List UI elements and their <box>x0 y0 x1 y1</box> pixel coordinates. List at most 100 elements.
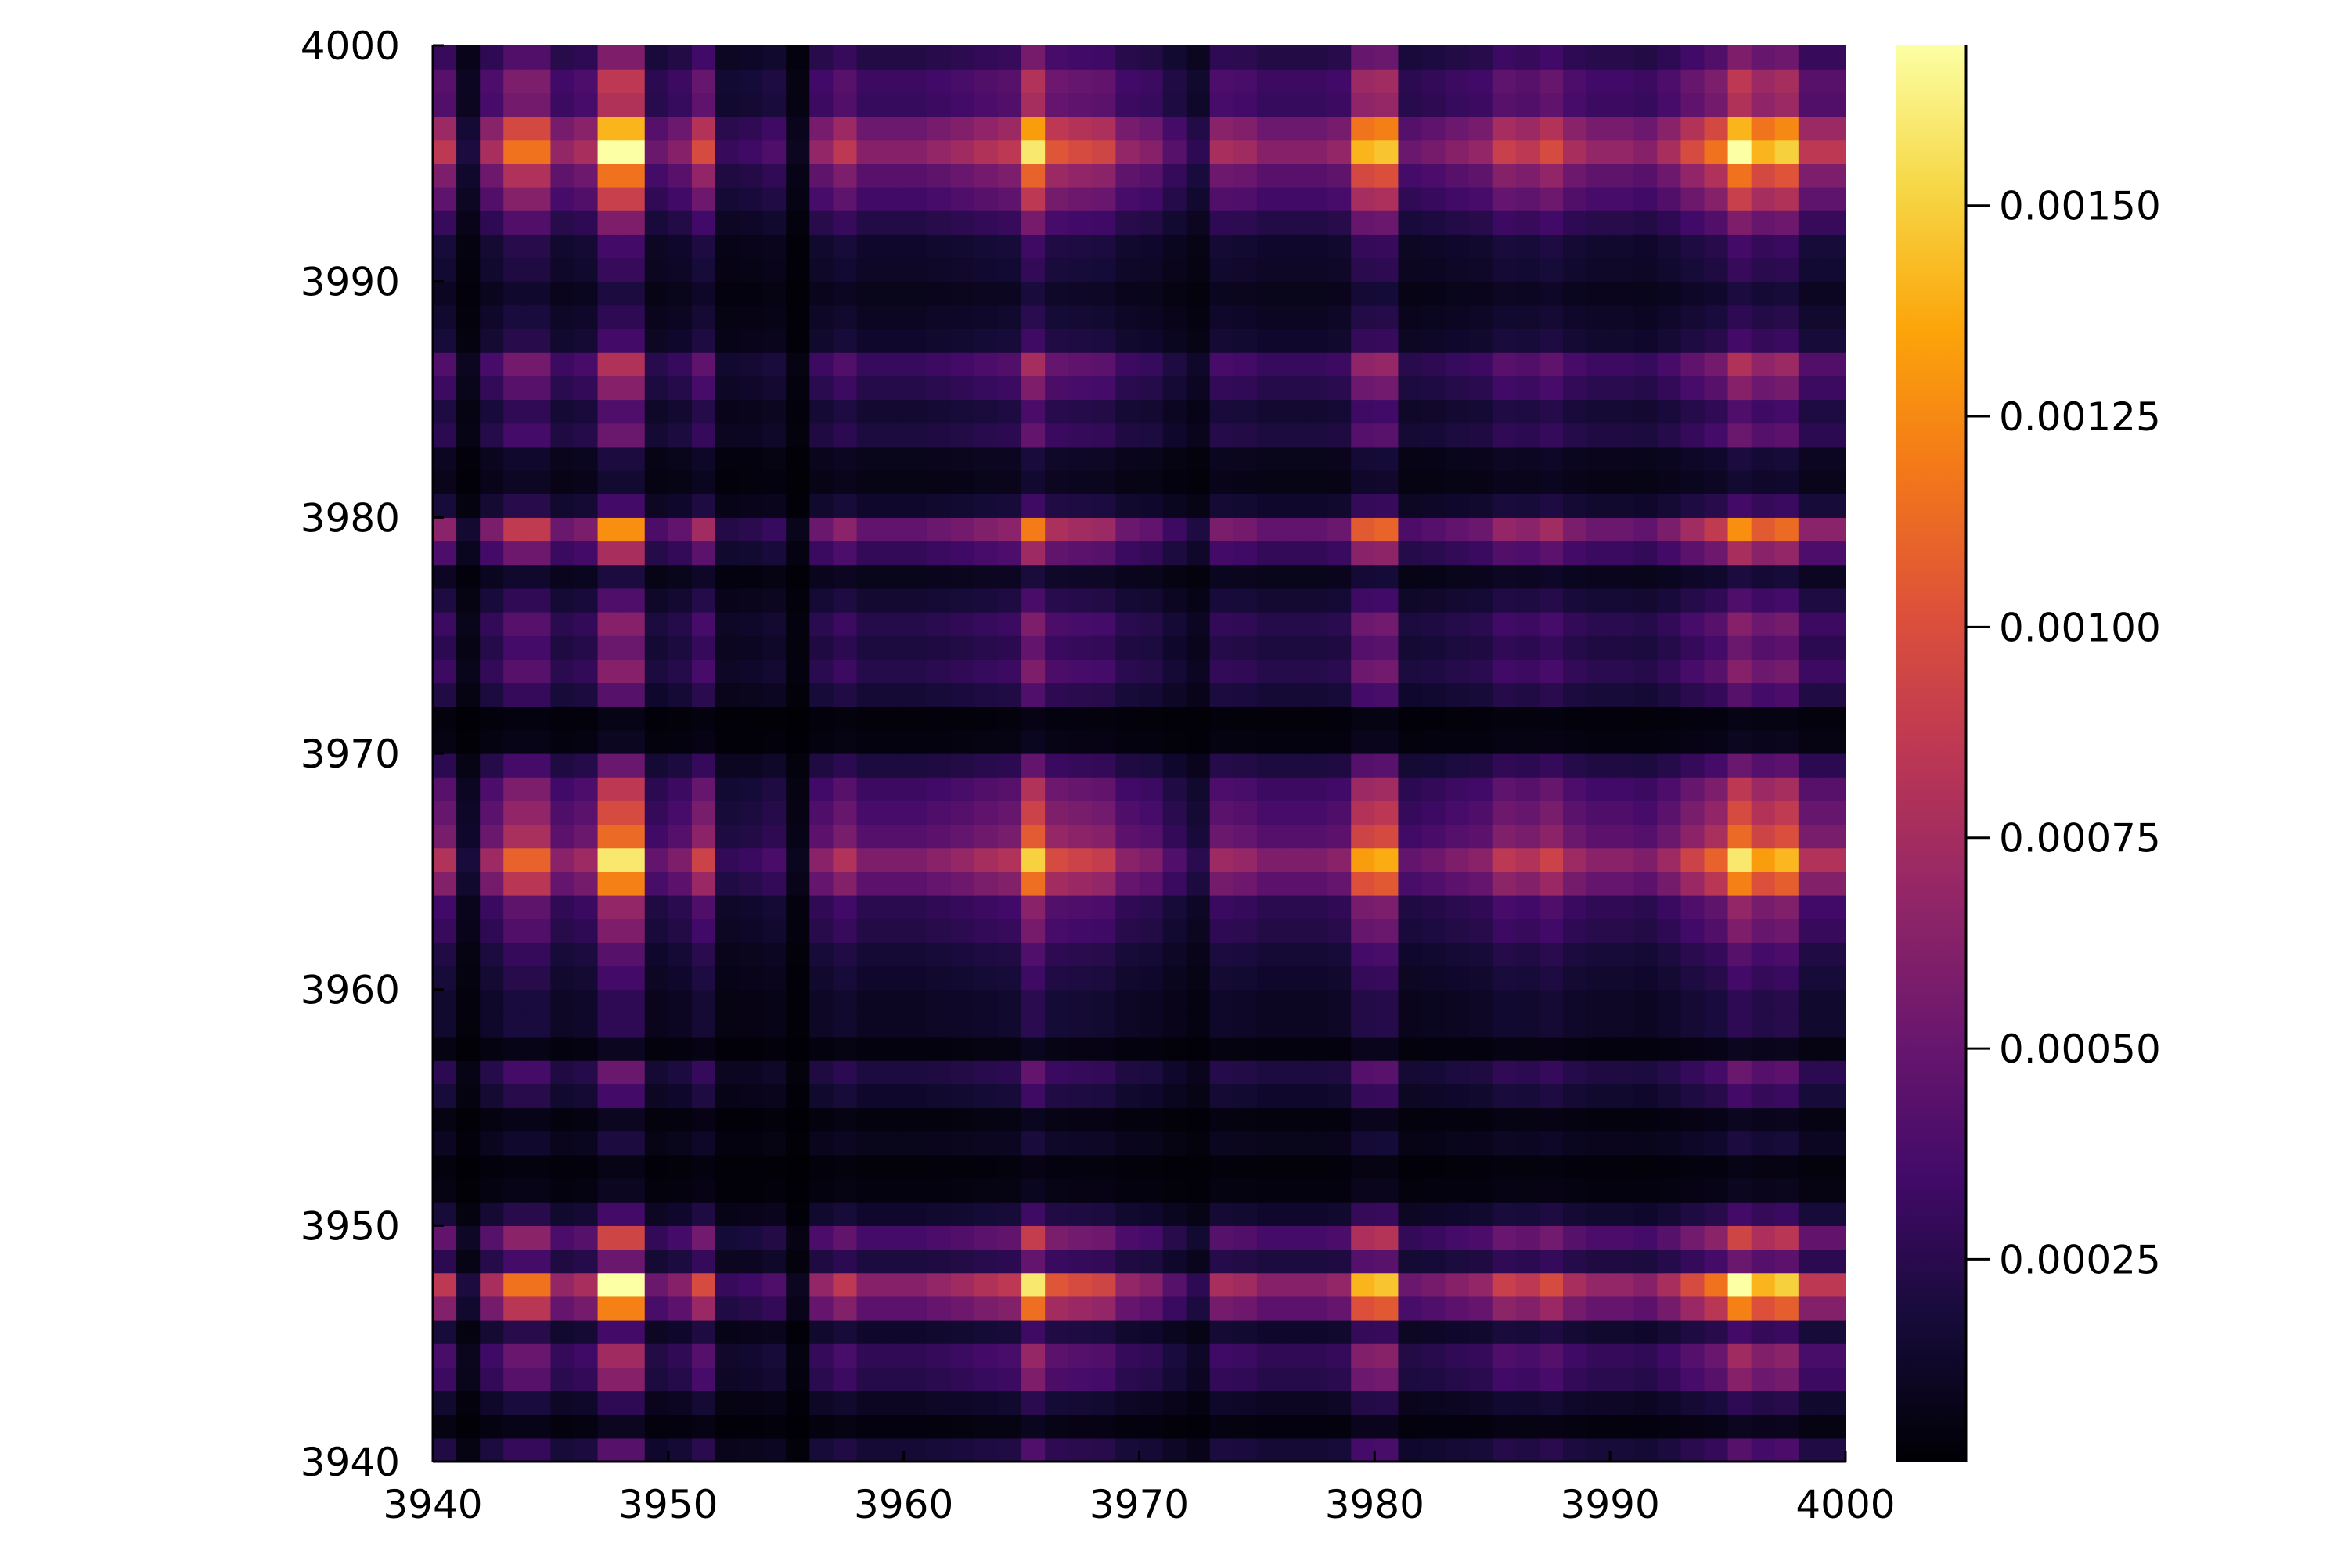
heatmap-cell <box>1586 257 1611 282</box>
heatmap-cell <box>856 682 881 707</box>
heatmap-cell <box>1351 588 1375 613</box>
heatmap-cell <box>1727 470 1752 494</box>
heatmap-cell <box>433 1154 457 1179</box>
heatmap-cell <box>1045 92 1069 117</box>
heatmap-cell <box>809 187 834 211</box>
heatmap-cell <box>1610 1390 1634 1415</box>
heatmap-cell <box>950 989 975 1014</box>
heatmap-cell <box>715 1414 740 1439</box>
heatmap-cell <box>1256 1320 1281 1344</box>
heatmap-cell <box>1045 753 1069 778</box>
heatmap-cell <box>1445 234 1470 259</box>
heatmap-cell <box>927 1202 952 1226</box>
heatmap-cell <box>974 1414 999 1439</box>
heatmap-cell <box>621 1414 646 1439</box>
heatmap-cell <box>1492 1343 1517 1368</box>
heatmap-cell <box>644 92 669 117</box>
heatmap-cell <box>1610 399 1634 424</box>
heatmap-cell <box>1186 116 1211 141</box>
heatmap-cell <box>1798 1320 1823 1344</box>
heatmap-cell <box>1539 92 1564 117</box>
heatmap-cell <box>597 116 622 141</box>
heatmap-cell <box>1186 1202 1211 1226</box>
heatmap-cell <box>1280 824 1305 849</box>
heatmap-cell <box>880 1437 905 1462</box>
heatmap-cell <box>1162 800 1187 825</box>
heatmap-cell <box>809 989 834 1014</box>
y-tick-label: 3940 <box>301 1440 400 1485</box>
heatmap-cell <box>903 1060 928 1084</box>
heatmap-cell <box>998 753 1022 778</box>
heatmap-cell <box>1209 1154 1234 1179</box>
heatmap-cell <box>950 1296 975 1321</box>
heatmap-cell <box>668 446 693 471</box>
heatmap-cell <box>597 1296 622 1321</box>
heatmap-cell <box>715 116 740 141</box>
heatmap-cell <box>1610 1107 1634 1132</box>
heatmap-cell <box>856 1390 881 1415</box>
heatmap-cell <box>1798 847 1823 872</box>
heatmap-cell <box>1351 494 1375 518</box>
heatmap-cell <box>1563 1131 1587 1156</box>
heatmap-cell <box>1421 1037 1446 1061</box>
heatmap-cell <box>856 1225 881 1250</box>
heatmap-cell <box>974 1249 999 1274</box>
heatmap-cell <box>574 1131 599 1156</box>
heatmap-cell <box>644 352 669 376</box>
heatmap-cell <box>574 494 599 518</box>
heatmap-cell <box>1233 588 1258 613</box>
heatmap-cell <box>1398 423 1423 448</box>
heatmap-cell <box>998 1249 1022 1274</box>
heatmap-cell <box>1045 942 1069 967</box>
heatmap-cell <box>1327 163 1352 188</box>
heatmap-cell <box>456 210 481 235</box>
heatmap-cell <box>1445 69 1470 93</box>
heatmap-cell <box>786 871 810 896</box>
heatmap-cell <box>1445 824 1470 849</box>
heatmap-cell <box>456 1437 481 1462</box>
heatmap-cell <box>715 210 740 235</box>
heatmap-cell <box>668 1367 693 1392</box>
heatmap-cell <box>668 69 693 93</box>
heatmap-cell <box>1586 871 1611 896</box>
heatmap-cell <box>1492 517 1517 542</box>
heatmap-cell <box>833 588 858 613</box>
heatmap-cell <box>1186 1272 1211 1297</box>
heatmap-cell <box>950 116 975 141</box>
heatmap-cell <box>503 541 528 566</box>
heatmap-cell <box>1633 423 1658 448</box>
heatmap-cell <box>1680 1414 1705 1439</box>
heatmap-cell <box>786 612 810 636</box>
heatmap-cell <box>527 257 552 282</box>
heatmap-cell <box>903 163 928 188</box>
heatmap-cell <box>480 871 504 896</box>
heatmap-cell <box>1657 257 1682 282</box>
heatmap-cell <box>1327 187 1352 211</box>
heatmap-cell <box>1727 1131 1752 1156</box>
heatmap-cell <box>809 588 834 613</box>
heatmap-cell <box>1445 1320 1470 1344</box>
heatmap-cell <box>1209 1414 1234 1439</box>
heatmap-cell <box>456 871 481 896</box>
heatmap-cell <box>1351 541 1375 566</box>
heatmap-cell <box>1280 1037 1305 1061</box>
heatmap-cell <box>1586 729 1611 754</box>
heatmap-cell <box>1610 824 1634 849</box>
heatmap-cell <box>1351 399 1375 424</box>
heatmap-cell <box>786 1012 810 1038</box>
heatmap-cell <box>1539 777 1564 801</box>
heatmap-cell <box>644 45 669 70</box>
heatmap-cell <box>998 257 1022 282</box>
heatmap-cell <box>1256 517 1281 542</box>
heatmap-cell <box>433 1414 457 1439</box>
heatmap-cell <box>691 1060 716 1084</box>
heatmap-cell <box>691 895 716 919</box>
heatmap-cell <box>1680 1272 1705 1297</box>
heatmap-cell <box>1798 281 1823 306</box>
heatmap-cell <box>833 1012 858 1038</box>
heatmap-cell <box>1280 45 1305 70</box>
heatmap-cell <box>1139 706 1164 731</box>
heatmap-cell <box>1374 942 1399 967</box>
heatmap-cell <box>1115 706 1140 731</box>
heatmap-cell <box>574 919 599 943</box>
